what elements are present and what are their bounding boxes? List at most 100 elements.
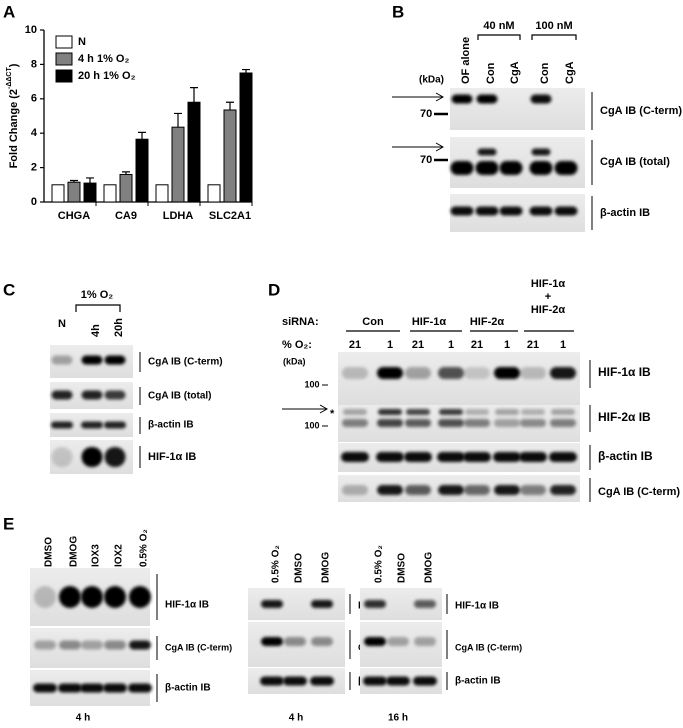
blot-label: β-actin IB <box>455 676 501 687</box>
row-label: % O₂: <box>282 339 312 351</box>
band <box>413 676 437 686</box>
band <box>386 676 410 686</box>
band <box>59 640 81 650</box>
band <box>342 419 368 427</box>
x-tick-label: CHGA <box>58 210 90 222</box>
band <box>520 485 546 495</box>
band <box>58 683 82 693</box>
blot-label: β-actin IB <box>598 449 653 463</box>
blot-label: β-actin IB <box>148 420 194 431</box>
sirna-label: HIF-2α <box>470 316 505 328</box>
band <box>520 367 546 379</box>
legend-label: N <box>78 36 86 48</box>
sirna-label: HIF-2α <box>531 304 566 316</box>
lane-label: Con <box>539 62 551 84</box>
band <box>405 419 431 427</box>
blot <box>450 88 585 130</box>
blot-label: β-actin IB <box>165 683 211 694</box>
band <box>342 485 368 495</box>
x-tick-label: CA9 <box>115 210 137 222</box>
band <box>499 206 523 216</box>
band <box>364 600 386 608</box>
y-tick-label: 0 <box>31 196 37 208</box>
blot-label: HIF-1α IB <box>455 601 499 612</box>
error-bar <box>242 68 250 73</box>
band <box>80 683 104 693</box>
lane-label: IOX2 <box>114 544 125 567</box>
bar <box>119 173 133 203</box>
band <box>464 419 490 427</box>
band <box>51 355 73 365</box>
band <box>529 161 553 175</box>
o2-label: 1 <box>448 339 454 351</box>
bar <box>51 184 65 203</box>
band <box>377 485 403 495</box>
band <box>438 485 464 495</box>
lane-label: OF alone <box>460 37 472 84</box>
band <box>104 390 126 400</box>
bar <box>83 182 97 203</box>
y-axis-label-end: ) <box>8 63 20 67</box>
time-label: 4 h <box>76 713 90 724</box>
arrow <box>282 404 329 414</box>
band <box>81 355 103 365</box>
band <box>494 367 520 379</box>
band <box>463 452 491 462</box>
blot-label: HIF-1α IB <box>165 600 209 611</box>
band <box>33 683 57 693</box>
group-bracket <box>75 304 121 312</box>
band <box>261 600 283 608</box>
band <box>550 367 576 379</box>
legend-label: 4 h 1% O₂ <box>78 53 129 65</box>
band <box>493 452 521 462</box>
band <box>438 419 464 427</box>
band <box>495 409 519 415</box>
lane-label: N <box>58 318 66 330</box>
band <box>494 419 520 427</box>
x-tick-label: LDHA <box>163 210 194 222</box>
band <box>342 367 368 379</box>
blot-label: CgA IB (total) <box>148 391 212 402</box>
marker-label: 70 <box>420 108 432 120</box>
band <box>377 367 403 379</box>
band <box>104 421 126 429</box>
panel-label: D <box>268 280 280 299</box>
blot-label: CgA IB (C-term) <box>455 642 522 652</box>
band <box>310 676 334 686</box>
lane-label: Con <box>485 62 497 84</box>
time-label: 4 h <box>289 713 303 724</box>
blot-label: CgA IB (C-term) <box>598 486 680 498</box>
bar <box>239 72 253 203</box>
band <box>450 206 474 216</box>
marker-label: 70 <box>420 154 432 166</box>
band <box>521 409 545 415</box>
panel-label: E <box>3 514 14 533</box>
bar <box>135 138 149 203</box>
band <box>414 600 436 608</box>
band <box>549 452 577 462</box>
o2-label: 1 <box>387 339 393 351</box>
y-axis-label-sup: -ΔΔCT <box>6 67 13 89</box>
marker-label: 100 <box>304 379 319 389</box>
error-bar <box>190 87 198 103</box>
blot-label: HIF-1α IB <box>598 365 651 379</box>
lane-label: 0.5% O₂ <box>139 529 150 567</box>
error-bar <box>138 131 146 140</box>
band <box>51 447 73 467</box>
bar <box>187 101 201 203</box>
lane-label: 4h <box>90 324 102 337</box>
band <box>378 409 402 415</box>
band <box>464 367 490 379</box>
band <box>51 390 73 400</box>
band <box>554 206 578 216</box>
band <box>311 637 333 646</box>
bar <box>223 109 237 203</box>
band <box>128 683 152 693</box>
band <box>550 485 576 495</box>
band <box>129 640 151 650</box>
band <box>437 452 465 462</box>
o2-label: 21 <box>412 339 424 351</box>
sirna-label: HIF-1α <box>412 316 447 328</box>
band <box>451 94 473 104</box>
blot-label: CgA IB (C-term) <box>148 357 223 368</box>
